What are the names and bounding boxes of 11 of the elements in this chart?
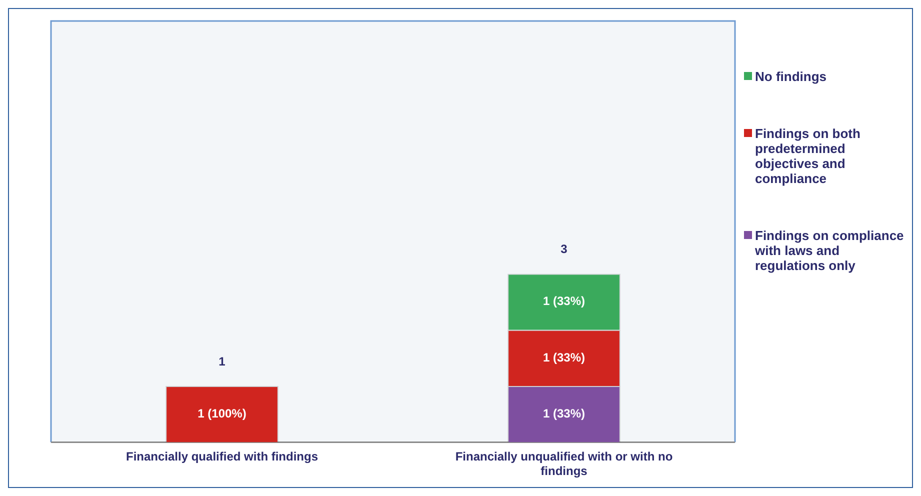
- legend-label: No findings: [755, 69, 826, 84]
- x-tick-label: Financially unqualified with or with no findings: [455, 450, 673, 478]
- data-label: 1 (33%): [542, 406, 586, 420]
- total-label: 3: [560, 242, 568, 256]
- legend-label: Findings on both predetermined objectives and compliance: [755, 126, 862, 186]
- x-tick-label: Financially qualified with findings: [126, 450, 318, 464]
- data-label: 1 (100%): [198, 406, 246, 420]
- total-label: 1: [218, 354, 226, 368]
- data-label: 1 (33%): [542, 350, 586, 364]
- data-label: 1 (33%): [542, 294, 586, 308]
- legend-label: Findings on compliance with laws and regulations only: [755, 228, 904, 273]
